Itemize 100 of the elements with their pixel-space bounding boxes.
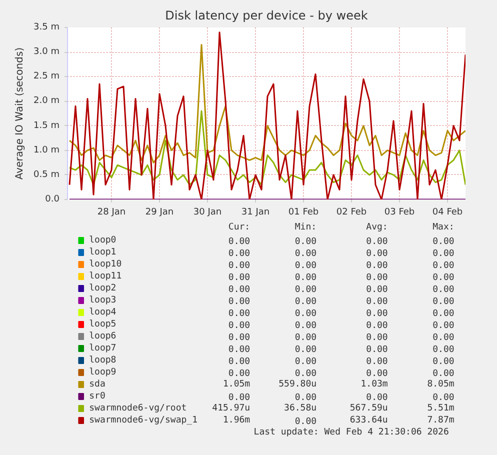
text: 0.00 [432, 237, 454, 247]
text: 0.00 [366, 357, 388, 367]
text: 0.00 [228, 273, 250, 283]
y-tick-label: 0.5 m [34, 170, 60, 180]
text: 0.00 [228, 333, 250, 343]
text: 0.00 [228, 285, 250, 295]
legend-label: swarmnode6-vg/root [89, 404, 187, 414]
line-series [68, 44, 466, 164]
y-tick-label: 2.0 m [34, 96, 60, 106]
text: 0.00 [432, 369, 454, 379]
text: 5.51m [427, 404, 454, 414]
text: 0.00 [366, 321, 388, 331]
text: Avg: [366, 222, 388, 232]
y-tick-label: 2.5 m [34, 72, 60, 82]
text: 0.00 [432, 273, 454, 283]
text: 0.00 [366, 237, 388, 247]
line-series [68, 32, 466, 200]
line-series [68, 110, 466, 186]
text: 0.00 [294, 273, 317, 283]
legend-label: loop8 [89, 356, 116, 366]
x-tick-label: 01 Feb [288, 208, 319, 218]
legend-label: loop3 [89, 296, 116, 306]
text: 0.00 [228, 393, 250, 403]
text: 0.00 [432, 309, 454, 319]
x-tick-label: 31 Jan [241, 208, 270, 218]
text: 0.00 [294, 297, 317, 307]
legend-label: swarmnode6-vg/swap_1 [89, 416, 198, 426]
text: 0.00 [294, 309, 317, 319]
x-tick-label: 29 Jan [145, 208, 174, 218]
text: 0.00 [228, 249, 250, 259]
legend-label: sr0 [89, 392, 106, 402]
text: 0.00 [294, 285, 317, 295]
text: 0.00 [366, 273, 388, 283]
text: 36.58u [284, 404, 317, 414]
text: 0.00 [366, 249, 388, 259]
legend-label: loop9 [89, 368, 116, 378]
text: Cur: [228, 222, 250, 232]
text: 1.03m [360, 380, 388, 390]
text: 633.64u [350, 416, 388, 426]
text: 0.00 [432, 297, 454, 307]
text: 0.00 [228, 309, 250, 319]
text: 0.00 [432, 261, 454, 271]
text: 0.00 [366, 393, 388, 403]
legend-label: sda [89, 380, 106, 390]
text: 0.00 [294, 417, 317, 427]
y-tick-label: 1.5 m [34, 120, 60, 131]
y-tick-label: 1.0 m [34, 145, 60, 156]
text: 0.00 [432, 345, 454, 355]
text: 0.00 [294, 357, 317, 367]
text: 0.00 [228, 237, 250, 247]
legend-label: loop1 [89, 248, 116, 258]
legend-label: loop4 [89, 308, 116, 318]
text: 1.96m [222, 416, 250, 426]
text: 0.00 [432, 285, 454, 295]
text: 0.00 [294, 261, 317, 271]
legend-label: loop5 [89, 320, 116, 330]
text: Max: [432, 222, 454, 232]
text: 0.00 [294, 369, 317, 379]
text: 0.00 [294, 393, 317, 403]
x-tick-label: 03 Feb [384, 208, 415, 218]
text: 0.00 [432, 321, 454, 331]
text: 567.59u [350, 404, 388, 414]
text: 0.00 [366, 369, 388, 379]
y-tick-label: 3.0 m [34, 47, 60, 58]
text: 0.00 [432, 393, 454, 403]
text: 0.00 [228, 261, 250, 271]
text: 0.00 [228, 297, 250, 307]
text: 1.05m [222, 380, 250, 390]
text: 0.00 [228, 357, 250, 367]
y-tick-label: 3.5 m [34, 22, 60, 32]
text: 8.05m [427, 380, 454, 390]
text: 0.00 [432, 333, 454, 343]
text: 0.00 [294, 321, 317, 331]
text: 7.87m [427, 416, 454, 426]
legend-label: loop11 [89, 272, 122, 282]
text: 0.00 [366, 345, 388, 355]
legend-label: loop10 [89, 260, 122, 270]
text: 0.00 [294, 237, 317, 247]
text: 559.80u [278, 380, 317, 390]
text: 0.00 [432, 249, 454, 259]
text: 415.97u [212, 404, 250, 414]
text: 0.00 [228, 369, 250, 379]
legend-label: loop7 [89, 344, 116, 354]
text: 0.00 [432, 357, 454, 367]
text: 0.00 [366, 309, 388, 319]
legend-label: loop0 [89, 236, 116, 246]
text: 0.00 [366, 297, 388, 307]
text: 0.00 [294, 333, 317, 343]
text: Last update: Wed Feb 4 21:30:06 2026 [254, 428, 449, 438]
text: 0.00 [228, 345, 250, 355]
text: 0.00 [366, 333, 388, 343]
legend-label: loop6 [89, 332, 116, 342]
x-tick-label: 02 Feb [336, 208, 367, 218]
text: 0.00 [294, 345, 317, 355]
text: 0.00 [294, 249, 317, 259]
x-tick-label: 28 Jan [97, 208, 126, 218]
text: Min: [294, 222, 317, 232]
legend-label: loop2 [89, 284, 116, 294]
x-tick-label: 30 Jan [193, 208, 222, 218]
text: 0.00 [366, 285, 388, 295]
